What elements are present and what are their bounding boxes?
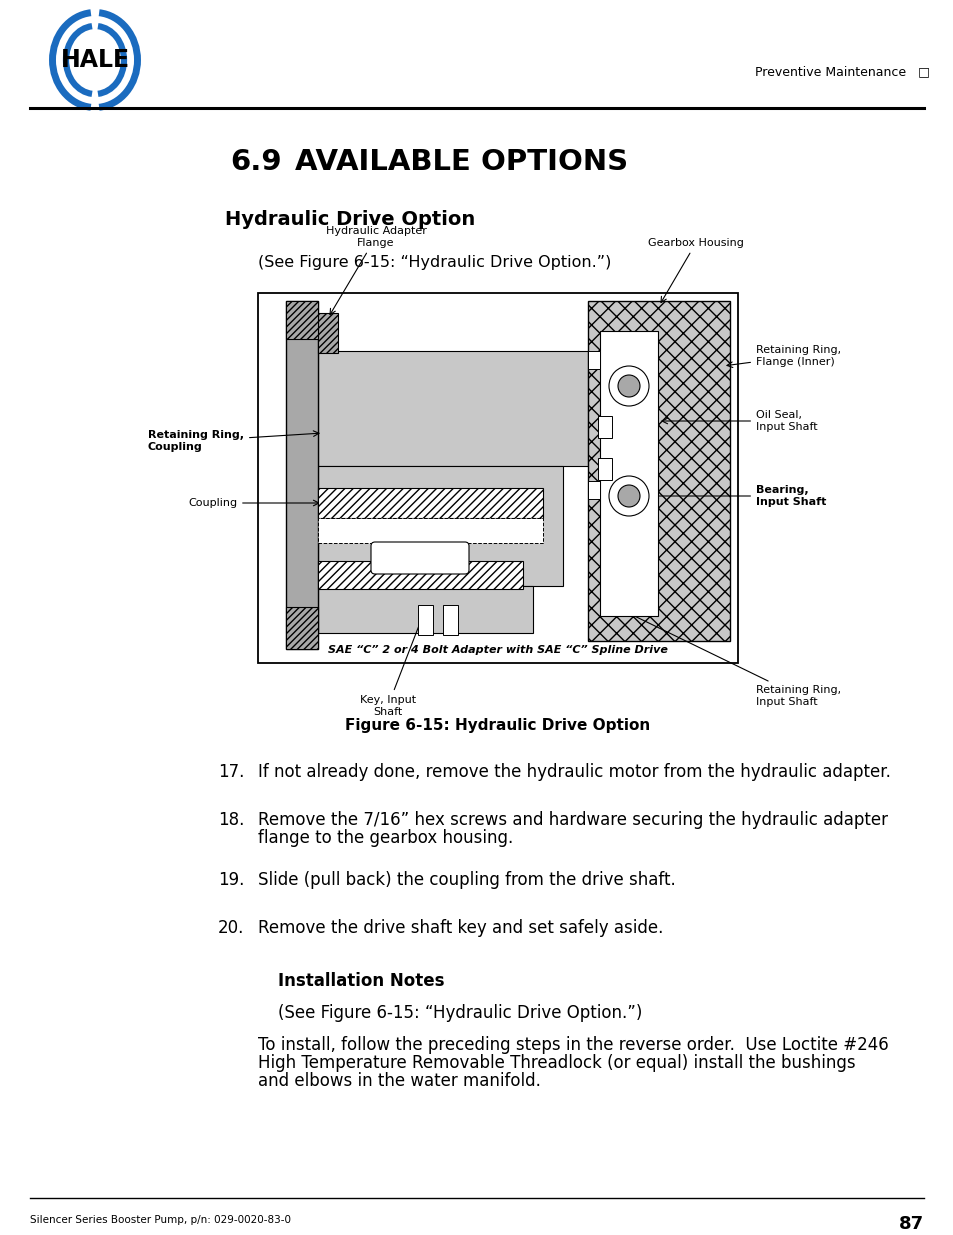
Text: 17.: 17. [218, 763, 244, 781]
Text: Retaining Ring,
Flange (Inner): Retaining Ring, Flange (Inner) [726, 346, 841, 368]
Bar [587, 301, 729, 641]
Bar [598, 416, 612, 438]
Bar [286, 606, 317, 650]
Bar [286, 301, 317, 338]
Text: and elbows in the water manifold.: and elbows in the water manifold. [257, 1072, 540, 1091]
Bar [257, 293, 738, 663]
Text: Retaining Ring,
Coupling: Retaining Ring, Coupling [148, 430, 318, 452]
Bar [317, 561, 522, 589]
Text: Hydraulic Adapter
Flange: Hydraulic Adapter Flange [325, 226, 426, 315]
Text: Bearing,
Input Shaft: Bearing, Input Shaft [653, 485, 825, 506]
Bar [317, 585, 533, 634]
Text: Hydraulic Drive Option: Hydraulic Drive Option [225, 210, 475, 228]
Text: To install, follow the preceding steps in the reverse order.  Use Loctite #246: To install, follow the preceding steps i… [257, 1036, 888, 1053]
Bar [317, 488, 542, 517]
Text: flange to the gearbox housing.: flange to the gearbox housing. [257, 829, 513, 847]
Circle shape [608, 366, 648, 406]
Text: Remove the drive shaft key and set safely aside.: Remove the drive shaft key and set safel… [257, 919, 662, 937]
Text: Slide (pull back) the coupling from the drive shaft.: Slide (pull back) the coupling from the … [257, 871, 675, 889]
Text: If not already done, remove the hydraulic motor from the hydraulic adapter.: If not already done, remove the hydrauli… [257, 763, 890, 781]
Text: (See Figure 6-15: “Hydraulic Drive Option.”): (See Figure 6-15: “Hydraulic Drive Optio… [257, 254, 611, 270]
Circle shape [608, 475, 648, 516]
Text: 19.: 19. [218, 871, 244, 889]
Bar [317, 312, 337, 353]
Text: Silencer Series Booster Pump, p/n: 029-0020-83-0: Silencer Series Booster Pump, p/n: 029-0… [30, 1215, 291, 1225]
Text: 20.: 20. [218, 919, 244, 937]
Text: High Temperature Removable Threadlock (or equal) install the bushings: High Temperature Removable Threadlock (o… [257, 1053, 855, 1072]
Text: Preventive Maintenance   □: Preventive Maintenance □ [755, 65, 929, 79]
Bar [598, 458, 612, 480]
Text: Oil Seal,
Input Shaft: Oil Seal, Input Shaft [661, 410, 817, 432]
Text: Retaining Ring,
Input Shaft: Retaining Ring, Input Shaft [621, 610, 841, 706]
Text: Coupling: Coupling [188, 498, 318, 508]
Bar [286, 301, 317, 650]
Text: 87: 87 [898, 1215, 923, 1233]
Text: Remove the 7/16” hex screws and hardware securing the hydraulic adapter: Remove the 7/16” hex screws and hardware… [257, 811, 887, 829]
Bar [317, 517, 542, 543]
Bar [599, 331, 658, 616]
Text: Gearbox Housing: Gearbox Housing [647, 238, 743, 303]
Bar [587, 351, 599, 369]
Circle shape [618, 375, 639, 396]
Bar [417, 605, 433, 635]
Bar [587, 480, 599, 499]
Text: Figure 6-15: Hydraulic Drive Option: Figure 6-15: Hydraulic Drive Option [345, 718, 650, 734]
Bar [317, 312, 337, 353]
Text: Key, Input
Shaft: Key, Input Shaft [359, 614, 424, 716]
Bar [317, 466, 562, 585]
Text: SAE “C” 2 or 4 Bolt Adapter with SAE “C” Spline Drive: SAE “C” 2 or 4 Bolt Adapter with SAE “C”… [328, 645, 667, 655]
FancyBboxPatch shape [371, 542, 469, 574]
Text: AVAILABLE OPTIONS: AVAILABLE OPTIONS [294, 148, 627, 177]
Text: 18.: 18. [218, 811, 244, 829]
Bar [317, 351, 587, 466]
Text: 6.9: 6.9 [230, 148, 281, 177]
Text: HALE: HALE [60, 48, 130, 72]
Text: Installation Notes: Installation Notes [277, 972, 444, 990]
Circle shape [618, 485, 639, 508]
Bar [442, 605, 457, 635]
Text: (See Figure 6-15: “Hydraulic Drive Option.”): (See Figure 6-15: “Hydraulic Drive Optio… [277, 1004, 641, 1023]
